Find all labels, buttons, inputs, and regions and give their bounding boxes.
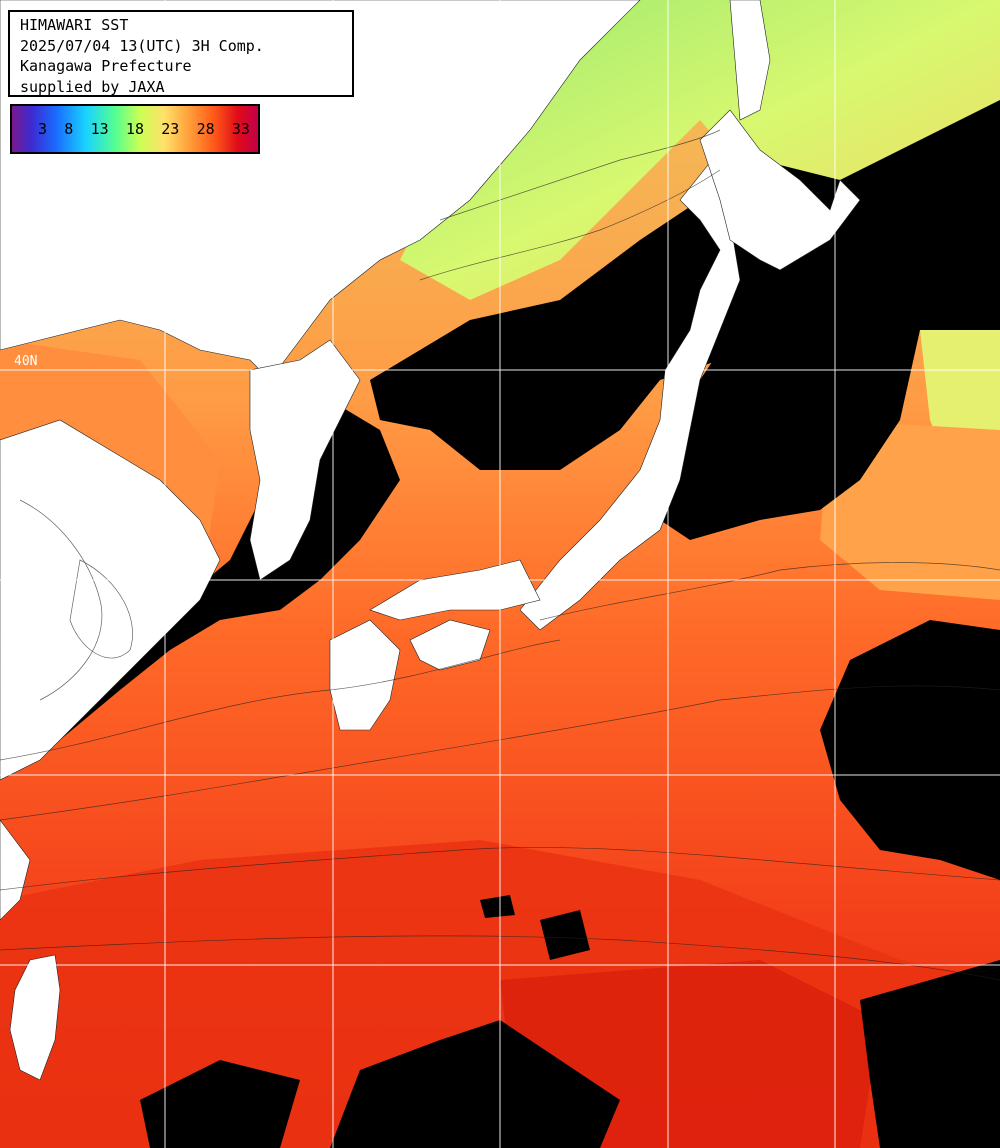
colorbar-tick-3: 3	[38, 120, 48, 138]
colorbar-tick-23: 23	[161, 120, 180, 138]
land-japan-west-honshu	[369, 559, 541, 621]
land-japan-shikoku	[409, 619, 491, 671]
temperature-contours	[0, 129, 1000, 981]
cloud-mask-small-2	[480, 895, 515, 918]
cloud-masks	[50, 100, 1000, 1148]
cloud-mask-small-1	[540, 910, 590, 960]
land-china-south	[0, 819, 31, 921]
cloud-mask-south-west	[140, 1060, 300, 1148]
colorbar-tick-labels: 3 8 13 18 23 28 33	[12, 120, 258, 138]
cloud-mask-sea-of-japan	[370, 180, 800, 470]
cloud-mask-north-pacific	[660, 100, 1000, 540]
data-source-credit: supplied by JAXA	[20, 77, 165, 96]
land-taiwan	[9, 954, 61, 1081]
map-info-box: HIMAWARI SST 2025/07/04 13(UTC) 3H Comp.…	[8, 10, 354, 97]
colorbar-tick-33: 33	[231, 120, 250, 138]
cloud-mask-south-east	[860, 960, 1000, 1148]
cloud-mask-east-pacific	[820, 620, 1000, 880]
region-name: Kanagawa Prefecture	[20, 57, 192, 75]
colorbar-tick-28: 28	[196, 120, 215, 138]
temperature-colorbar: 3 8 13 18 23 28 33	[10, 104, 260, 154]
land-sakhalin	[729, 0, 771, 121]
colorbar-tick-13: 13	[90, 120, 109, 138]
product-title: HIMAWARI SST	[20, 16, 129, 34]
grid-latitude-label: 40N	[14, 354, 38, 369]
observation-timestamp: 2025/07/04 13(UTC) 3H Comp.	[20, 36, 264, 55]
cloud-mask-south-center	[330, 1020, 620, 1148]
land-japan-kyushu	[329, 619, 401, 731]
colorbar-tick-8: 8	[64, 120, 74, 138]
land-japan-hokkaido	[699, 109, 861, 271]
colorbar-tick-18: 18	[125, 120, 144, 138]
